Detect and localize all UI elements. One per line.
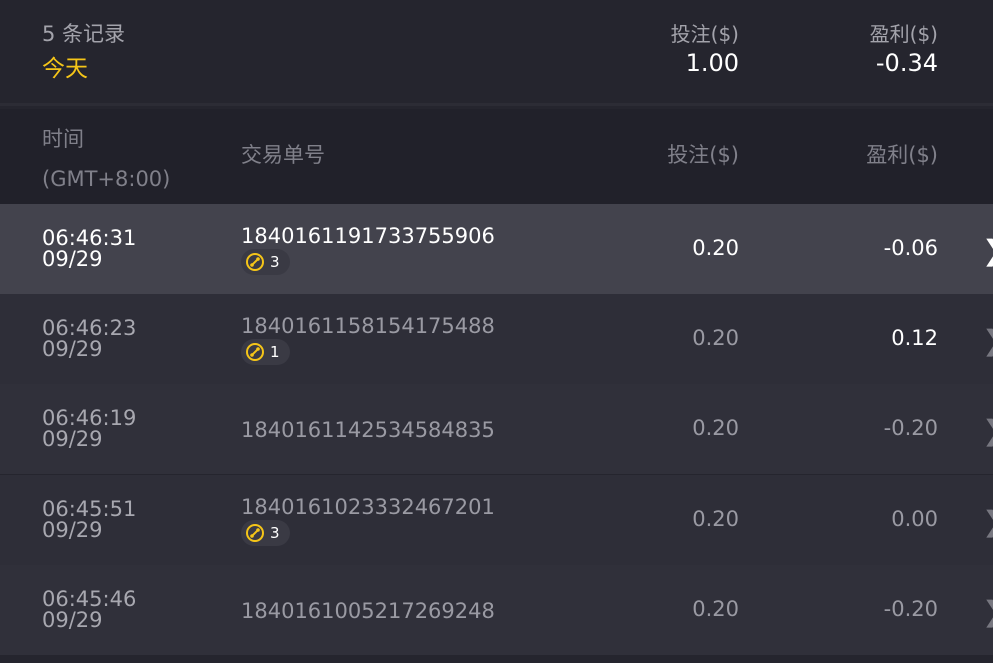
row-stake: 0.20 [692, 236, 739, 260]
header-id: 交易单号 [241, 143, 325, 167]
total-profit-label: 盈利($) [869, 22, 938, 46]
table-row[interactable]: 06:46:19 09/29 1840161142534584835 0.20 -… [0, 384, 993, 474]
row-profit: -0.20 [883, 597, 938, 621]
chevron-right-icon[interactable]: ❯ [982, 595, 993, 628]
row-date: 09/29 [42, 427, 103, 451]
free-spin-icon [246, 524, 264, 542]
table-row[interactable]: 06:45:51 09/29 1840161023332467201 3 0.20 … [0, 475, 993, 565]
header-time-label: 时间 [42, 127, 84, 151]
row-time-value: 06:46:19 [42, 406, 137, 430]
total-profit: 盈利($) -0.34 [870, 18, 938, 77]
row-id: 1840161005217269248 [241, 599, 495, 623]
table-row[interactable]: 06:45:46 09/29 1840161005217269248 0.20 -… [0, 565, 993, 655]
row-date: 09/29 [42, 608, 103, 632]
row-profit: -0.20 [883, 416, 938, 440]
row-time: 06:45:51 09/29 [42, 499, 136, 541]
free-spin-count: 1 [270, 343, 280, 361]
row-profit: 0.00 [891, 507, 938, 531]
row-id: 1840161142534584835 [241, 418, 495, 442]
chevron-right-icon[interactable]: ❯ [982, 324, 993, 357]
row-id-value: 1840161158154175488 [241, 314, 495, 338]
row-time-value: 06:45:51 [42, 497, 137, 521]
row-id: 1840161191733755906 3 [241, 224, 495, 277]
row-id: 1840161158154175488 1 [241, 314, 495, 367]
row-time-value: 06:46:31 [42, 226, 137, 250]
row-profit: -0.06 [883, 236, 938, 260]
record-count: 5 条记录 [42, 22, 126, 46]
row-date: 09/29 [42, 337, 103, 361]
free-spin-count: 3 [270, 253, 280, 271]
row-id-value: 1840161142534584835 [241, 418, 495, 442]
free-spin-badge: 3 [241, 520, 290, 546]
free-spin-count: 3 [270, 524, 280, 542]
total-stake-label: 投注($) [670, 22, 739, 46]
period-filter[interactable]: 今天 [42, 56, 88, 82]
row-stake: 0.20 [692, 507, 739, 531]
total-stake: 投注($) 1.00 [671, 18, 739, 77]
row-id-value: 1840161005217269248 [241, 599, 495, 623]
header-timezone: (GMT+8:00) [42, 167, 171, 191]
row-id: 1840161023332467201 3 [241, 495, 495, 548]
table-header: 时间 (GMT+8:00) 交易单号 投注($) 盈利($) [0, 109, 993, 204]
free-spin-icon [246, 253, 264, 271]
total-profit-value: -0.34 [875, 49, 938, 77]
row-time: 06:46:23 09/29 [42, 318, 136, 360]
table-row[interactable]: 06:46:23 09/29 1840161158154175488 1 0.20 … [0, 294, 993, 384]
chevron-right-icon[interactable]: ❯ [982, 414, 993, 447]
header-stake: 投注($) [667, 143, 739, 167]
row-time: 06:46:19 09/29 [42, 408, 136, 450]
chevron-right-icon[interactable]: ❯ [982, 234, 993, 267]
free-spin-icon [246, 343, 264, 361]
row-date: 09/29 [42, 518, 103, 542]
row-stake: 0.20 [692, 416, 739, 440]
row-time-value: 06:45:46 [42, 587, 137, 611]
row-time-value: 06:46:23 [42, 316, 137, 340]
row-id-value: 1840161023332467201 [241, 495, 495, 519]
chevron-right-icon[interactable]: ❯ [982, 505, 993, 538]
row-time: 06:46:31 09/29 [42, 228, 136, 270]
free-spin-badge: 3 [241, 249, 290, 275]
row-stake: 0.20 [692, 597, 739, 621]
header-profit: 盈利($) [866, 143, 938, 167]
header-time: 时间 (GMT+8:00) [42, 119, 170, 199]
table-row[interactable]: 06:46:31 09/29 1840161191733755906 3 0.20 … [0, 204, 993, 294]
summary-bar: 5 条记录 今天 投注($) 1.00 盈利($) -0.34 [0, 0, 993, 106]
total-stake-value: 1.00 [685, 49, 739, 77]
row-date: 09/29 [42, 247, 103, 271]
row-stake: 0.20 [692, 326, 739, 350]
free-spin-badge: 1 [241, 339, 290, 365]
row-id-value: 1840161191733755906 [241, 224, 495, 248]
row-time: 06:45:46 09/29 [42, 589, 136, 631]
row-profit: 0.12 [891, 326, 938, 350]
